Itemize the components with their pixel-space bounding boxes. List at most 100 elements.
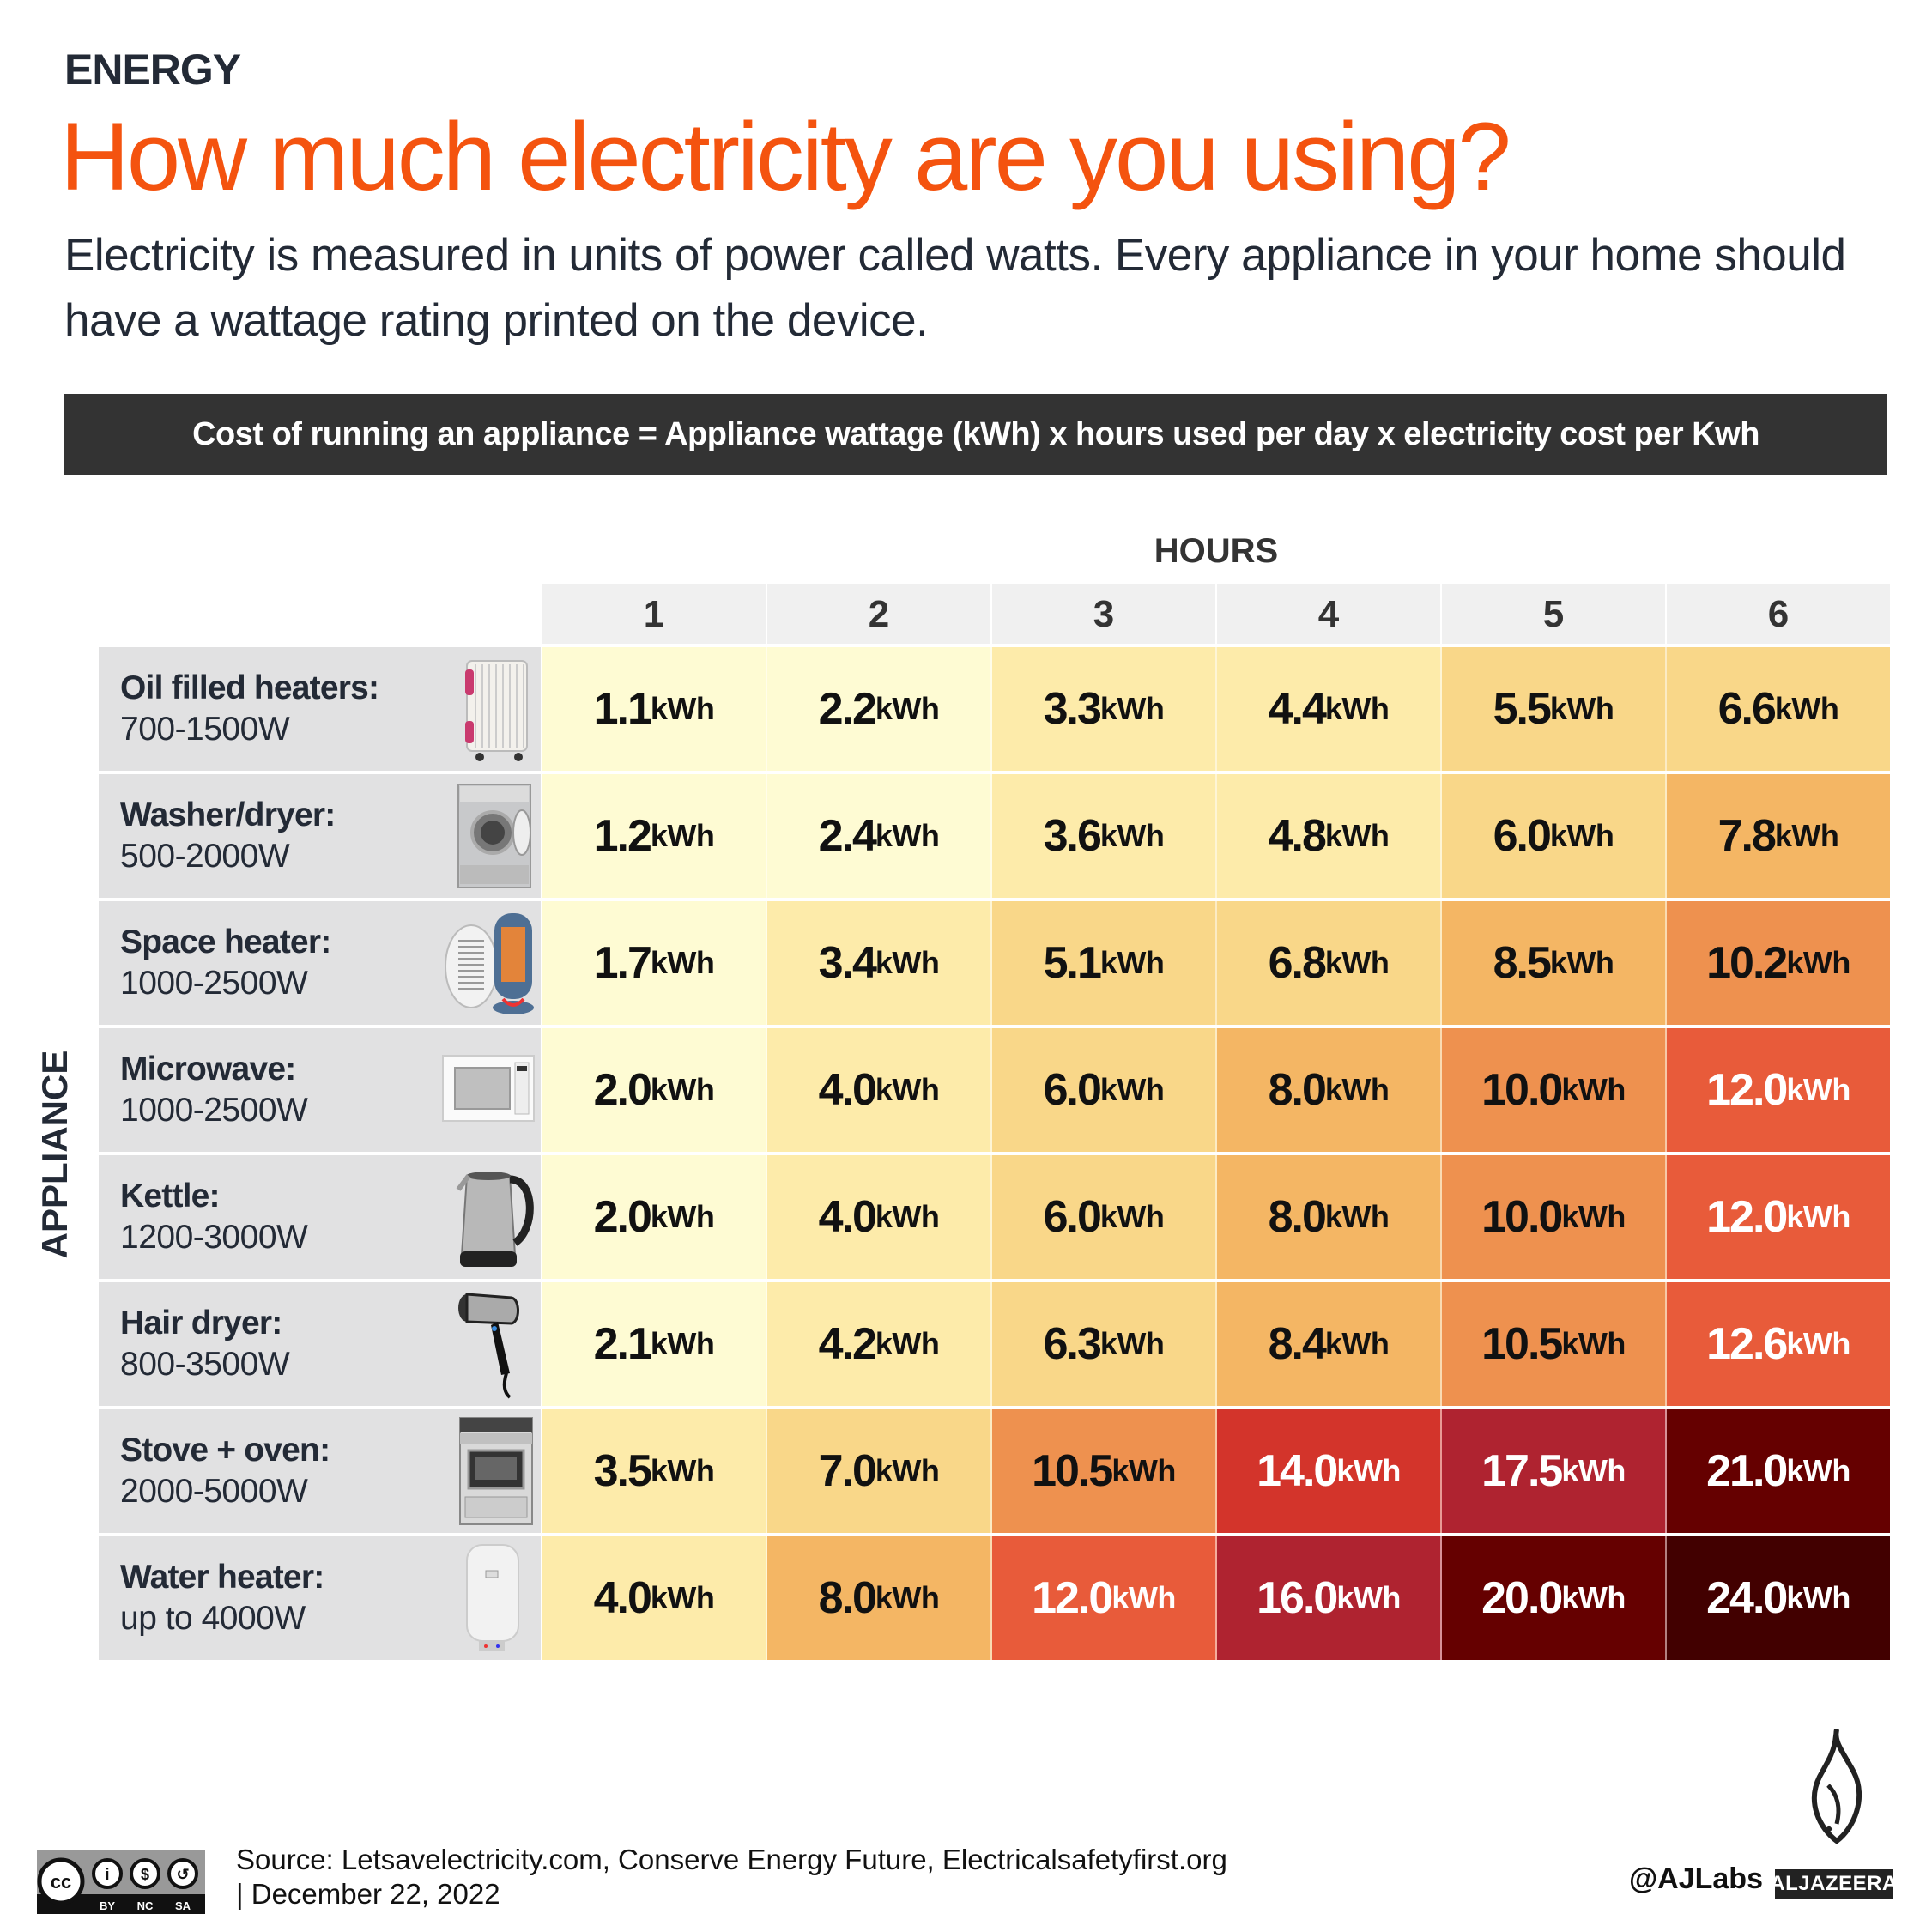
cell-value: 2.2 (818, 684, 877, 734)
cell-value: 16.0 (1257, 1573, 1338, 1623)
heatmap-cell: 12.0 kWh (992, 1536, 1217, 1660)
heatmap-cell: 1.7 kWh (542, 901, 767, 1025)
table-row: Washer/dryer: 500-2000W 1.2 kWh 2.4 kWh 3.6 kWh… (99, 774, 1890, 898)
cell-value: 2.0 (593, 1192, 652, 1242)
heatmap-cell: 3.5 kWh (542, 1409, 767, 1533)
heatmap-cell: 10.0 kWh (1442, 1155, 1667, 1279)
cell-unit: kWh (1561, 1453, 1626, 1488)
cell-value: 4.8 (1268, 811, 1327, 861)
cell-unit: kWh (875, 1326, 940, 1361)
heatmap-cell: 3.3 kWh (992, 647, 1217, 771)
appliance-wattage: 1200-3000W (120, 1219, 308, 1256)
appliance-wattage: 1000-2500W (120, 1092, 308, 1129)
svg-text:BY: BY (100, 1899, 115, 1912)
cell-value: 8.0 (818, 1573, 877, 1623)
heatmap-cell: 24.0 kWh (1667, 1536, 1890, 1660)
cell-value: 8.5 (1493, 938, 1552, 988)
cell-unit: kWh (1099, 945, 1165, 980)
oil-heater-icon (441, 652, 536, 766)
hour-header-1: 1 (542, 584, 767, 644)
heatmap-cell: 3.4 kWh (767, 901, 992, 1025)
hour-header-6: 6 (1667, 584, 1890, 644)
hour-header-2: 2 (767, 584, 992, 644)
cell-value: 5.1 (1043, 938, 1102, 988)
cell-unit: kWh (1549, 945, 1614, 980)
heatmap-cell: 1.2 kWh (542, 774, 767, 898)
cell-unit: kWh (1786, 1580, 1850, 1615)
heatmap-cell: 6.3 kWh (992, 1282, 1217, 1406)
appliance-label-cell: Water heater: up to 4000W (99, 1536, 541, 1660)
cell-unit: kWh (1324, 818, 1390, 853)
heatmap-cell: 8.0 kWh (767, 1536, 992, 1660)
cell-value: 8.0 (1268, 1065, 1327, 1115)
page-title: How much electricity are you using? (60, 103, 1511, 210)
cell-value: 6.3 (1043, 1319, 1102, 1369)
cell-value: 12.0 (1032, 1573, 1113, 1623)
cell-unit: kWh (1099, 818, 1165, 853)
heatmap-cell: 10.5 kWh (992, 1409, 1217, 1533)
cell-unit: kWh (1324, 1199, 1390, 1234)
cell-unit: kWh (1549, 691, 1614, 726)
cell-value: 12.6 (1706, 1319, 1788, 1369)
svg-text:$: $ (141, 1866, 149, 1883)
table-row: Hair dryer: 800-3500W 2.1 kWh 4.2 kWh 6.3 kWh 8.… (99, 1282, 1890, 1406)
appliance-name: Oil filled heaters: (120, 669, 379, 706)
heatmap-cell: 17.5 kWh (1442, 1409, 1667, 1533)
heatmap-cell: 8.0 kWh (1217, 1028, 1442, 1152)
appliance-name: Hair dryer: (120, 1305, 282, 1341)
appliance-label-cell: Hair dryer: 800-3500W (99, 1282, 541, 1406)
cell-value: 20.0 (1481, 1573, 1563, 1623)
cell-unit: kWh (875, 1453, 940, 1488)
heatmap-cell: 6.0 kWh (992, 1028, 1217, 1152)
space-heater-icon (441, 906, 536, 1020)
heatmap-cell: 4.2 kWh (767, 1282, 992, 1406)
appliance-wattage: 500-2000W (120, 838, 290, 875)
cell-value: 7.8 (1717, 811, 1777, 861)
heatmap-cell: 7.8 kWh (1667, 774, 1890, 898)
hour-header-3: 3 (992, 584, 1217, 644)
appliance-label-cell: Space heater: 1000-2500W (99, 901, 541, 1025)
cell-unit: kWh (650, 1326, 715, 1361)
cc-license-icon: cc i $ ↺ BY NC SA (37, 1850, 205, 1914)
cell-value: 6.6 (1717, 684, 1777, 734)
cell-value: 6.0 (1493, 811, 1552, 861)
heatmap-cell: 12.0 kWh (1667, 1028, 1890, 1152)
appliance-wattage: 800-3500W (120, 1346, 290, 1383)
source-text: Source: Letsavelectricity.com, Conserve … (236, 1844, 1227, 1875)
svg-text:i: i (105, 1866, 109, 1883)
cell-unit: kWh (650, 945, 715, 980)
svg-text:cc: cc (51, 1871, 71, 1893)
cell-value: 10.0 (1481, 1065, 1563, 1115)
cell-value: 1.1 (593, 684, 652, 734)
cell-unit: kWh (1324, 691, 1390, 726)
cell-unit: kWh (1336, 1453, 1401, 1488)
cell-unit: kWh (1774, 818, 1839, 853)
cell-unit: kWh (875, 1072, 940, 1107)
cell-unit: kWh (1561, 1199, 1626, 1234)
cell-unit: kWh (650, 1199, 715, 1234)
cell-value: 6.8 (1268, 938, 1327, 988)
cell-unit: kWh (1324, 1072, 1390, 1107)
heatmap-cell: 6.0 kWh (1442, 774, 1667, 898)
heatmap-cell: 20.0 kWh (1442, 1536, 1667, 1660)
heatmap-cell: 6.6 kWh (1667, 647, 1890, 771)
cell-value: 2.0 (593, 1065, 652, 1115)
appliance-name: Stove + oven: (120, 1432, 330, 1469)
heatmap-cell: 4.8 kWh (1217, 774, 1442, 898)
cell-unit: kWh (1561, 1072, 1626, 1107)
subtitle: Electricity is measured in units of powe… (64, 230, 1846, 346)
cell-value: 10.2 (1706, 938, 1788, 988)
cell-value: 4.0 (593, 1573, 652, 1623)
heatmap-cell: 4.0 kWh (767, 1028, 992, 1152)
cell-unit: kWh (1774, 691, 1839, 726)
cell-value: 8.4 (1268, 1319, 1327, 1369)
cell-unit: kWh (1561, 1326, 1626, 1361)
cell-value: 4.0 (818, 1065, 877, 1115)
cell-unit: kWh (875, 945, 940, 980)
cell-unit: kWh (650, 1453, 715, 1488)
heatmap-cell: 5.5 kWh (1442, 647, 1667, 771)
heatmap-cell: 4.0 kWh (542, 1536, 767, 1660)
cell-value: 2.4 (818, 811, 877, 861)
cell-unit: kWh (650, 1072, 715, 1107)
